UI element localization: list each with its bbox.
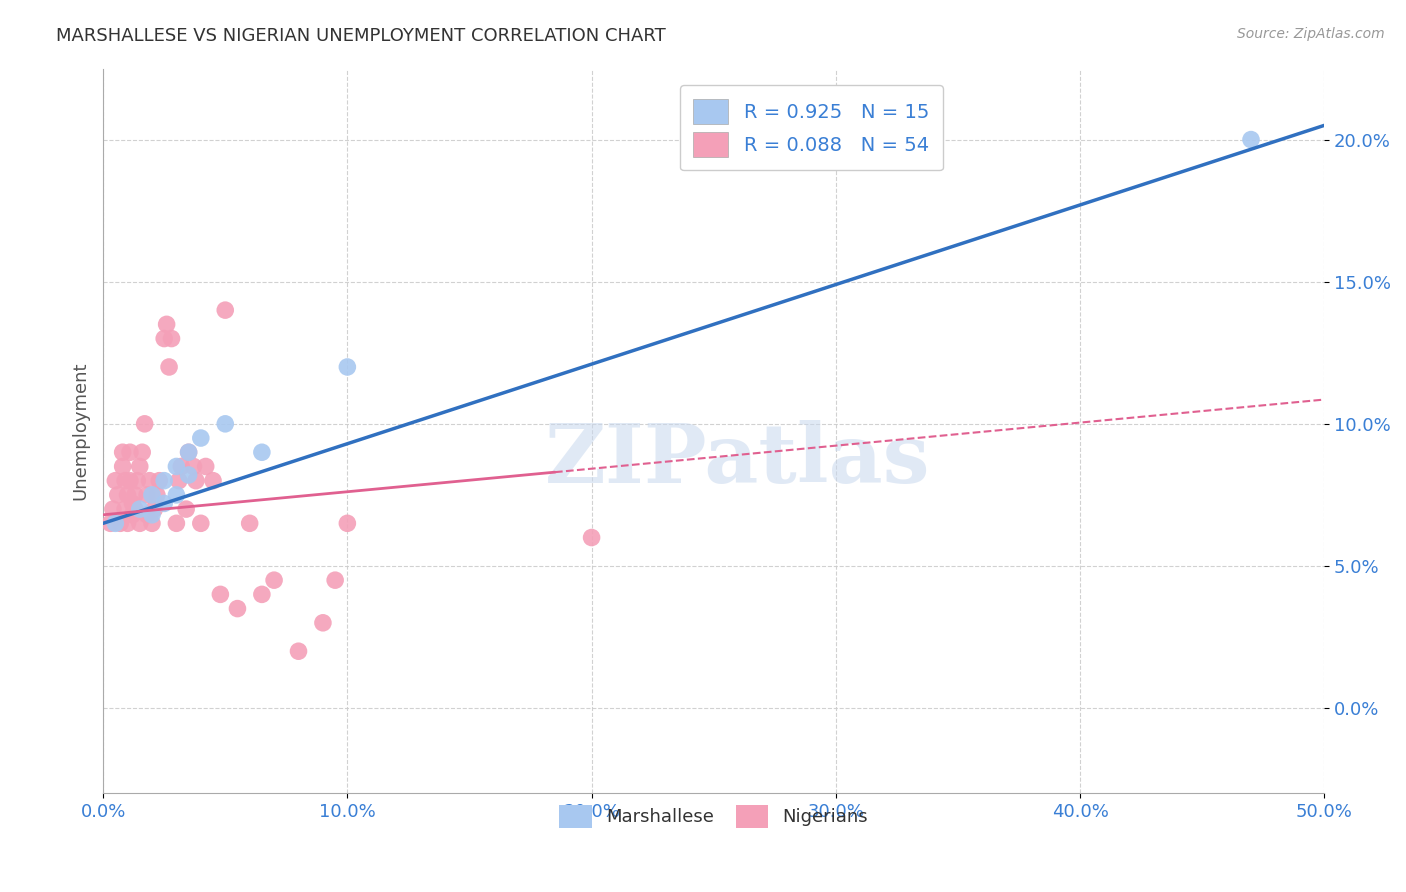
Point [114,502,136,516]
Point [111,459,134,474]
Point [124,488,146,502]
Point [263,573,285,587]
Point [287,644,309,658]
Point [194,459,217,474]
Point [190,431,212,445]
Point [239,516,262,531]
Point [1240,132,1263,146]
Point [153,332,176,346]
Point [250,587,273,601]
Point [138,474,160,488]
Point [209,587,232,601]
Point [148,474,170,488]
Point [170,459,193,474]
Point [165,488,187,502]
Point [157,359,180,374]
Text: Source: ZipAtlas.com: Source: ZipAtlas.com [1237,27,1385,41]
Point [312,615,335,630]
Point [134,417,156,431]
Point [124,502,146,516]
Point [118,445,141,459]
Point [146,488,169,502]
Point [141,516,163,531]
Point [165,459,187,474]
Point [128,516,150,531]
Point [336,359,359,374]
Legend: Marshallese, Nigerians: Marshallese, Nigerians [553,797,876,835]
Point [127,474,149,488]
Point [136,508,159,522]
Point [226,601,249,615]
Point [165,516,187,531]
Point [214,303,236,318]
Point [177,445,200,459]
Point [156,318,179,332]
Point [581,531,603,545]
Point [323,573,346,587]
Point [141,488,163,502]
Point [136,488,159,502]
Point [131,445,153,459]
Point [128,502,150,516]
Point [101,502,124,516]
Point [110,516,132,531]
Point [111,445,134,459]
Text: MARSHALLESE VS NIGERIAN UNEMPLOYMENT CORRELATION CHART: MARSHALLESE VS NIGERIAN UNEMPLOYMENT COR… [56,27,666,45]
Point [153,474,176,488]
Point [114,474,136,488]
Point [128,459,150,474]
Point [174,502,197,516]
Point [167,474,190,488]
Point [104,474,127,488]
Point [117,516,139,531]
Point [104,516,127,531]
Point [214,417,236,431]
Point [184,474,207,488]
Point [117,488,139,502]
Point [190,516,212,531]
Point [177,468,200,483]
Point [121,508,143,522]
Text: ZIPatlas: ZIPatlas [546,420,931,500]
Point [336,516,359,531]
Point [250,445,273,459]
Point [202,474,225,488]
Point [160,332,183,346]
Point [107,488,129,502]
Point [118,474,141,488]
Point [141,508,163,522]
Point [177,445,200,459]
Y-axis label: Unemployment: Unemployment [72,361,89,500]
Point [121,496,143,510]
Point [143,502,166,516]
Point [183,459,205,474]
Point [153,496,176,510]
Point [100,516,122,531]
